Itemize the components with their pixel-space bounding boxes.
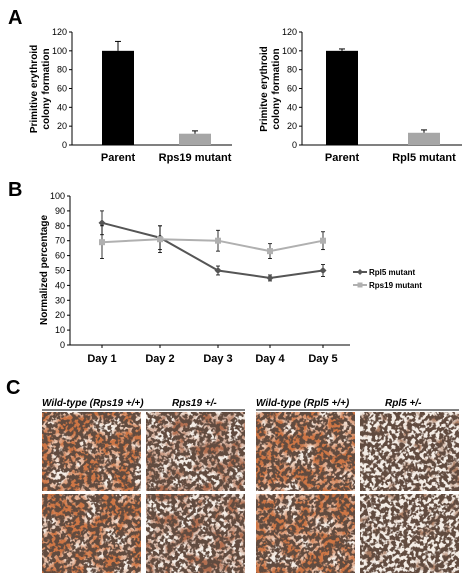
micrograph-tile bbox=[146, 494, 245, 573]
bar-chart-rps19: Primitive erythroid colony formation 0 20… bbox=[29, 27, 232, 164]
micrograph-specks bbox=[256, 412, 355, 491]
y-axis-label-line2: colony formation bbox=[41, 48, 52, 129]
y-tick-label: 80 bbox=[287, 65, 297, 75]
data-point bbox=[266, 274, 274, 282]
x-tick-label: Day 2 bbox=[145, 353, 174, 365]
bar-chart-rpl5: Primitve erythroid colony formation 0 20 4… bbox=[259, 27, 462, 164]
micrograph-tile bbox=[42, 494, 141, 573]
series-line-1 bbox=[101, 238, 324, 253]
y-tick-label: 120 bbox=[282, 27, 297, 37]
y-tick-label: 10 bbox=[55, 325, 65, 335]
micro-label-wt-rpl5: Wild-type (Rpl5 +/+) bbox=[256, 398, 350, 409]
y-tick-label: 40 bbox=[287, 102, 297, 112]
y-tick-label: 20 bbox=[287, 121, 297, 131]
micrograph-panel: Wild-type (Rps19 +/+) Rps19 +/- Wild-typ… bbox=[42, 398, 459, 573]
data-point bbox=[215, 237, 221, 244]
legend-label: Rps19 mutant bbox=[369, 281, 422, 290]
panel-letter-c: C bbox=[6, 377, 20, 399]
micro-label-rps19-het: Rps19 +/- bbox=[172, 398, 217, 409]
bar-1 bbox=[179, 133, 211, 145]
micro-label-wt-rps19: Wild-type (Rps19 +/+) bbox=[42, 398, 144, 409]
micrograph-tile bbox=[42, 412, 141, 491]
y-axis-label-line2: colony formation bbox=[271, 48, 282, 129]
category-label: Parent bbox=[325, 152, 360, 164]
y-tick-label: 60 bbox=[55, 251, 65, 261]
y-tick-label: 20 bbox=[57, 121, 67, 131]
y-tick-label: 80 bbox=[55, 221, 65, 231]
micrograph-tile bbox=[360, 412, 459, 491]
data-point bbox=[99, 239, 105, 246]
y-tick-label: 60 bbox=[57, 84, 67, 94]
micrograph-specks bbox=[256, 494, 355, 573]
y-tick-label: 100 bbox=[50, 191, 65, 201]
y-tick-label: 90 bbox=[55, 206, 65, 216]
category-label: Parent bbox=[101, 152, 136, 164]
data-point bbox=[98, 219, 106, 227]
line-chart-normalized: Normalized percentage 0 10 20 30 40 50 60 70 80 9… bbox=[39, 191, 422, 365]
micrograph-specks bbox=[42, 412, 141, 491]
y-tick-label: 40 bbox=[57, 102, 67, 112]
micrograph-specks bbox=[42, 494, 141, 573]
micrograph-specks bbox=[360, 494, 459, 573]
y-axis-label-line1: Primitive erythroid bbox=[29, 45, 40, 133]
data-point bbox=[320, 237, 326, 244]
legend-marker bbox=[357, 282, 363, 288]
bar-0 bbox=[102, 50, 134, 146]
micrograph-specks bbox=[146, 412, 245, 491]
y-tick-label: 60 bbox=[287, 84, 297, 94]
series-line-0 bbox=[101, 221, 324, 279]
panel-letter-b: B bbox=[8, 179, 22, 201]
data-point bbox=[214, 267, 222, 274]
y-tick-label: 0 bbox=[292, 140, 297, 150]
micrograph-specks bbox=[360, 412, 459, 491]
y-tick-label: 80 bbox=[57, 65, 67, 75]
x-tick-label: Day 5 bbox=[308, 353, 337, 365]
data-point bbox=[157, 236, 163, 243]
y-axis-label-line1: Primitve erythroid bbox=[259, 46, 270, 132]
micrograph-tile bbox=[360, 494, 459, 573]
y-tick-label: 120 bbox=[52, 27, 67, 37]
panel-letter-a: A bbox=[8, 7, 22, 29]
category-label: Rps19 mutant bbox=[159, 152, 232, 164]
micro-label-rpl5-het: Rpl5 +/- bbox=[385, 398, 422, 409]
y-tick-label: 50 bbox=[55, 266, 65, 276]
y-tick-label: 0 bbox=[62, 140, 67, 150]
x-tick-label: Day 1 bbox=[87, 353, 116, 365]
y-tick-label: 100 bbox=[282, 46, 297, 56]
y-tick-label: 40 bbox=[55, 280, 65, 290]
data-point bbox=[319, 267, 327, 274]
x-tick-label: Day 3 bbox=[203, 353, 232, 365]
y-tick-label: 70 bbox=[55, 236, 65, 246]
y-tick-label: 20 bbox=[55, 310, 65, 320]
legend-label: Rpl5 mutant bbox=[369, 268, 416, 277]
micrograph-tile bbox=[146, 412, 245, 491]
legend-marker bbox=[357, 269, 363, 275]
y-axis-label: Normalized percentage bbox=[39, 215, 50, 325]
micrograph-tile bbox=[256, 494, 355, 573]
data-point bbox=[267, 248, 273, 255]
micrograph-tile bbox=[256, 412, 355, 491]
micrograph-specks bbox=[146, 494, 245, 573]
bar-0 bbox=[326, 50, 358, 146]
category-label: Rpl5 mutant bbox=[392, 152, 456, 164]
y-tick-label: 0 bbox=[60, 340, 65, 350]
y-tick-label: 30 bbox=[55, 295, 65, 305]
x-tick-label: Day 4 bbox=[255, 353, 285, 365]
bar-1 bbox=[408, 132, 440, 145]
y-tick-label: 100 bbox=[52, 46, 67, 56]
